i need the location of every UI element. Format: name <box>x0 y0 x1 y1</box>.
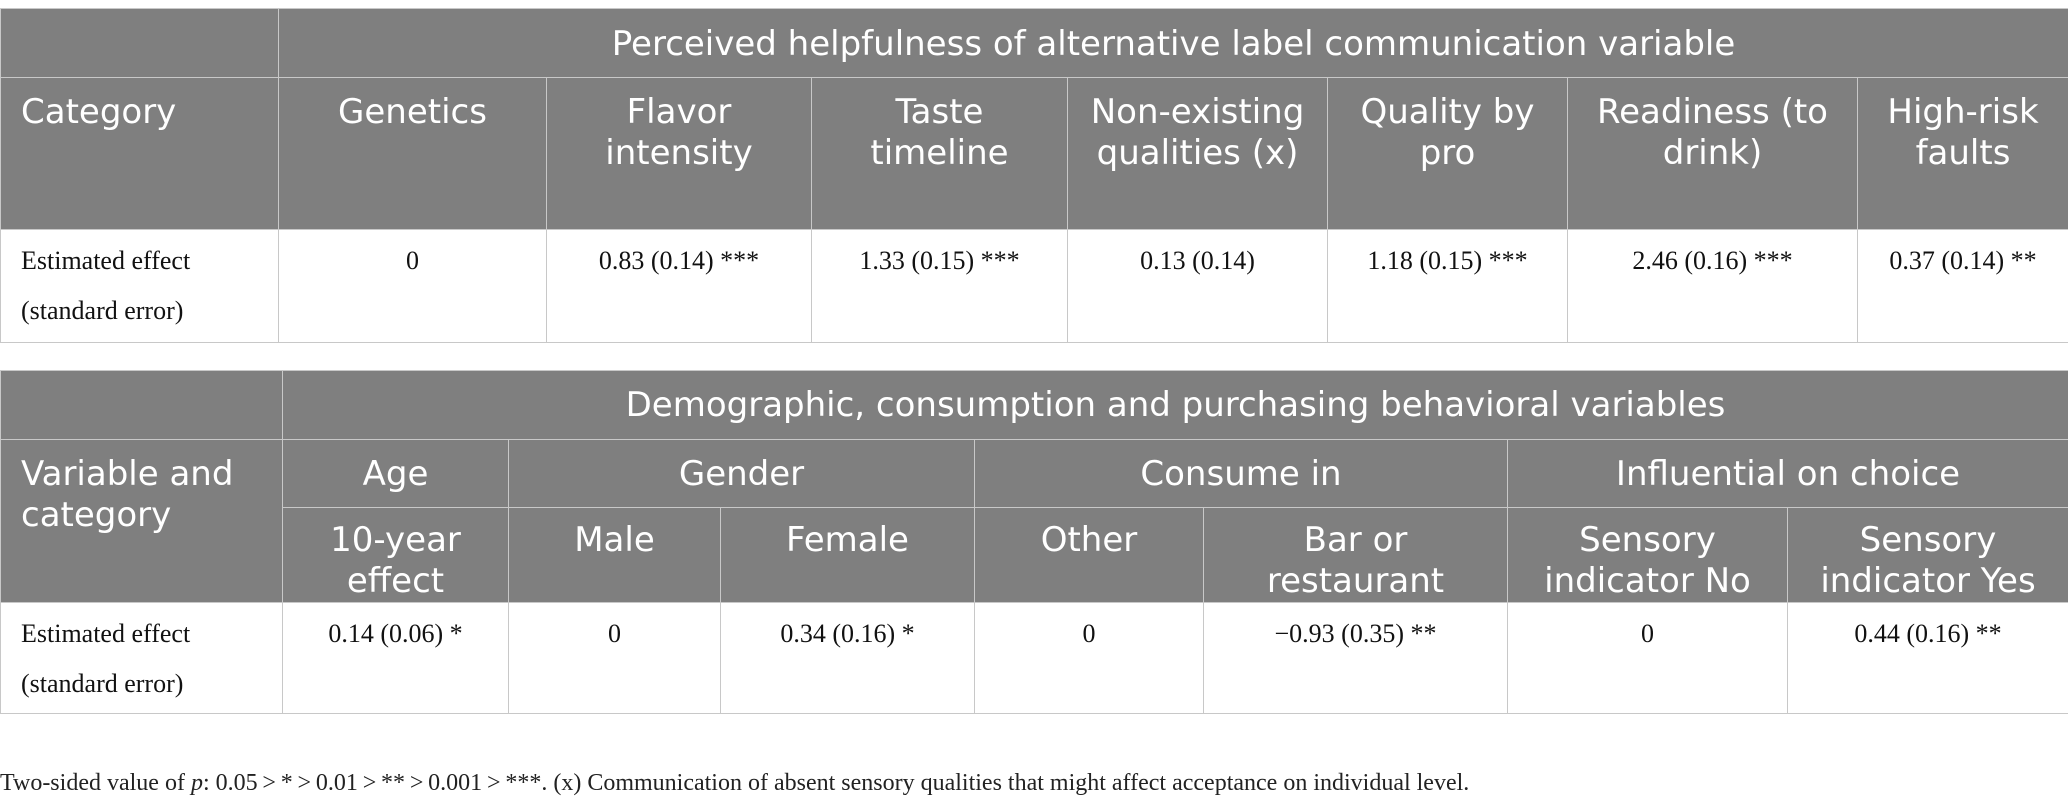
table-row: Estimated effect (standard error) 0 0.83… <box>0 229 2068 343</box>
column-header-bar-or-restaurant: Bar or restaurant <box>1203 507 1508 603</box>
row-header-variable-category: Variable and category <box>0 439 283 603</box>
cell-female: 0.34 (0.16) * <box>720 602 975 714</box>
cell-male: 0 <box>508 602 721 714</box>
header-empty-cell <box>0 370 283 440</box>
cell-readiness: 2.46 (0.16) *** <box>1567 229 1858 343</box>
column-header-non-existing-qualities: Non-existing qualities (x) <box>1067 77 1328 230</box>
group-header: Perceived helpfulness of alternative lab… <box>277 8 2068 78</box>
demographic-table: Demographic, consumption and purchasing … <box>0 370 2068 714</box>
table-row: Estimated effect (standard error) 0.14 (… <box>0 602 2068 714</box>
column-header-other: Other <box>974 507 1204 603</box>
column-header-male: Male <box>508 507 721 603</box>
group-header-consume-in: Consume in <box>974 439 1508 508</box>
footnote-p-symbol: p <box>190 770 203 796</box>
group-header-age: Age <box>282 439 509 508</box>
column-header-female: Female <box>720 507 975 603</box>
cell-non-existing-qualities: 0.13 (0.14) <box>1067 229 1328 343</box>
cell-bar-or-restaurant: −0.93 (0.35) ** <box>1203 602 1508 714</box>
cell-high-risk-faults: 0.37 (0.14) ** <box>1856 229 2068 343</box>
column-header-high-risk-faults: High-risk faults <box>1856 77 2068 230</box>
column-header-flavor-intensity: Flavor intensity <box>546 77 812 230</box>
column-header-sensory-indicator-no: Sensory indicator No <box>1507 507 1788 603</box>
row-label: Estimated effect (standard error) <box>0 229 279 343</box>
group-header-influential-on-choice: Influential on choice <box>1507 439 2068 508</box>
column-header-taste-timeline: Taste timeline <box>811 77 1068 230</box>
row-label: Estimated effect (standard error) <box>0 602 283 714</box>
cell-other: 0 <box>974 602 1204 714</box>
column-header-10-year-effect: 10-year effect <box>282 507 509 603</box>
footnote-text: : 0.05 > * > 0.01 > ** > 0.001 > ***. (x… <box>202 770 1470 796</box>
footnote-prefix: Two-sided value of <box>0 770 191 796</box>
label-communication-table: Perceived helpfulness of alternative lab… <box>0 8 2068 343</box>
cell-genetics: 0 <box>278 229 547 343</box>
column-header-category: Category <box>0 77 279 230</box>
column-header-genetics: Genetics <box>278 77 547 230</box>
group-header: Demographic, consumption and purchasing … <box>282 370 2068 440</box>
column-header-sensory-indicator-yes: Sensory indicator Yes <box>1787 507 2068 603</box>
table-footnote: Two-sided value of p: 0.05 > * > 0.01 > … <box>0 768 2068 798</box>
header-empty-cell <box>0 8 279 78</box>
cell-sensory-indicator-yes: 0.44 (0.16) ** <box>1787 602 2068 714</box>
column-header-readiness: Readiness (to drink) <box>1567 77 1858 230</box>
cell-sensory-indicator-no: 0 <box>1507 602 1788 714</box>
group-header-gender: Gender <box>508 439 975 508</box>
column-header-quality-by-pro: Quality by pro <box>1327 77 1568 230</box>
cell-quality-by-pro: 1.18 (0.15) *** <box>1327 229 1568 343</box>
cell-taste-timeline: 1.33 (0.15) *** <box>811 229 1068 343</box>
cell-flavor-intensity: 0.83 (0.14) *** <box>546 229 812 343</box>
cell-10-year-effect: 0.14 (0.06) * <box>282 602 509 714</box>
